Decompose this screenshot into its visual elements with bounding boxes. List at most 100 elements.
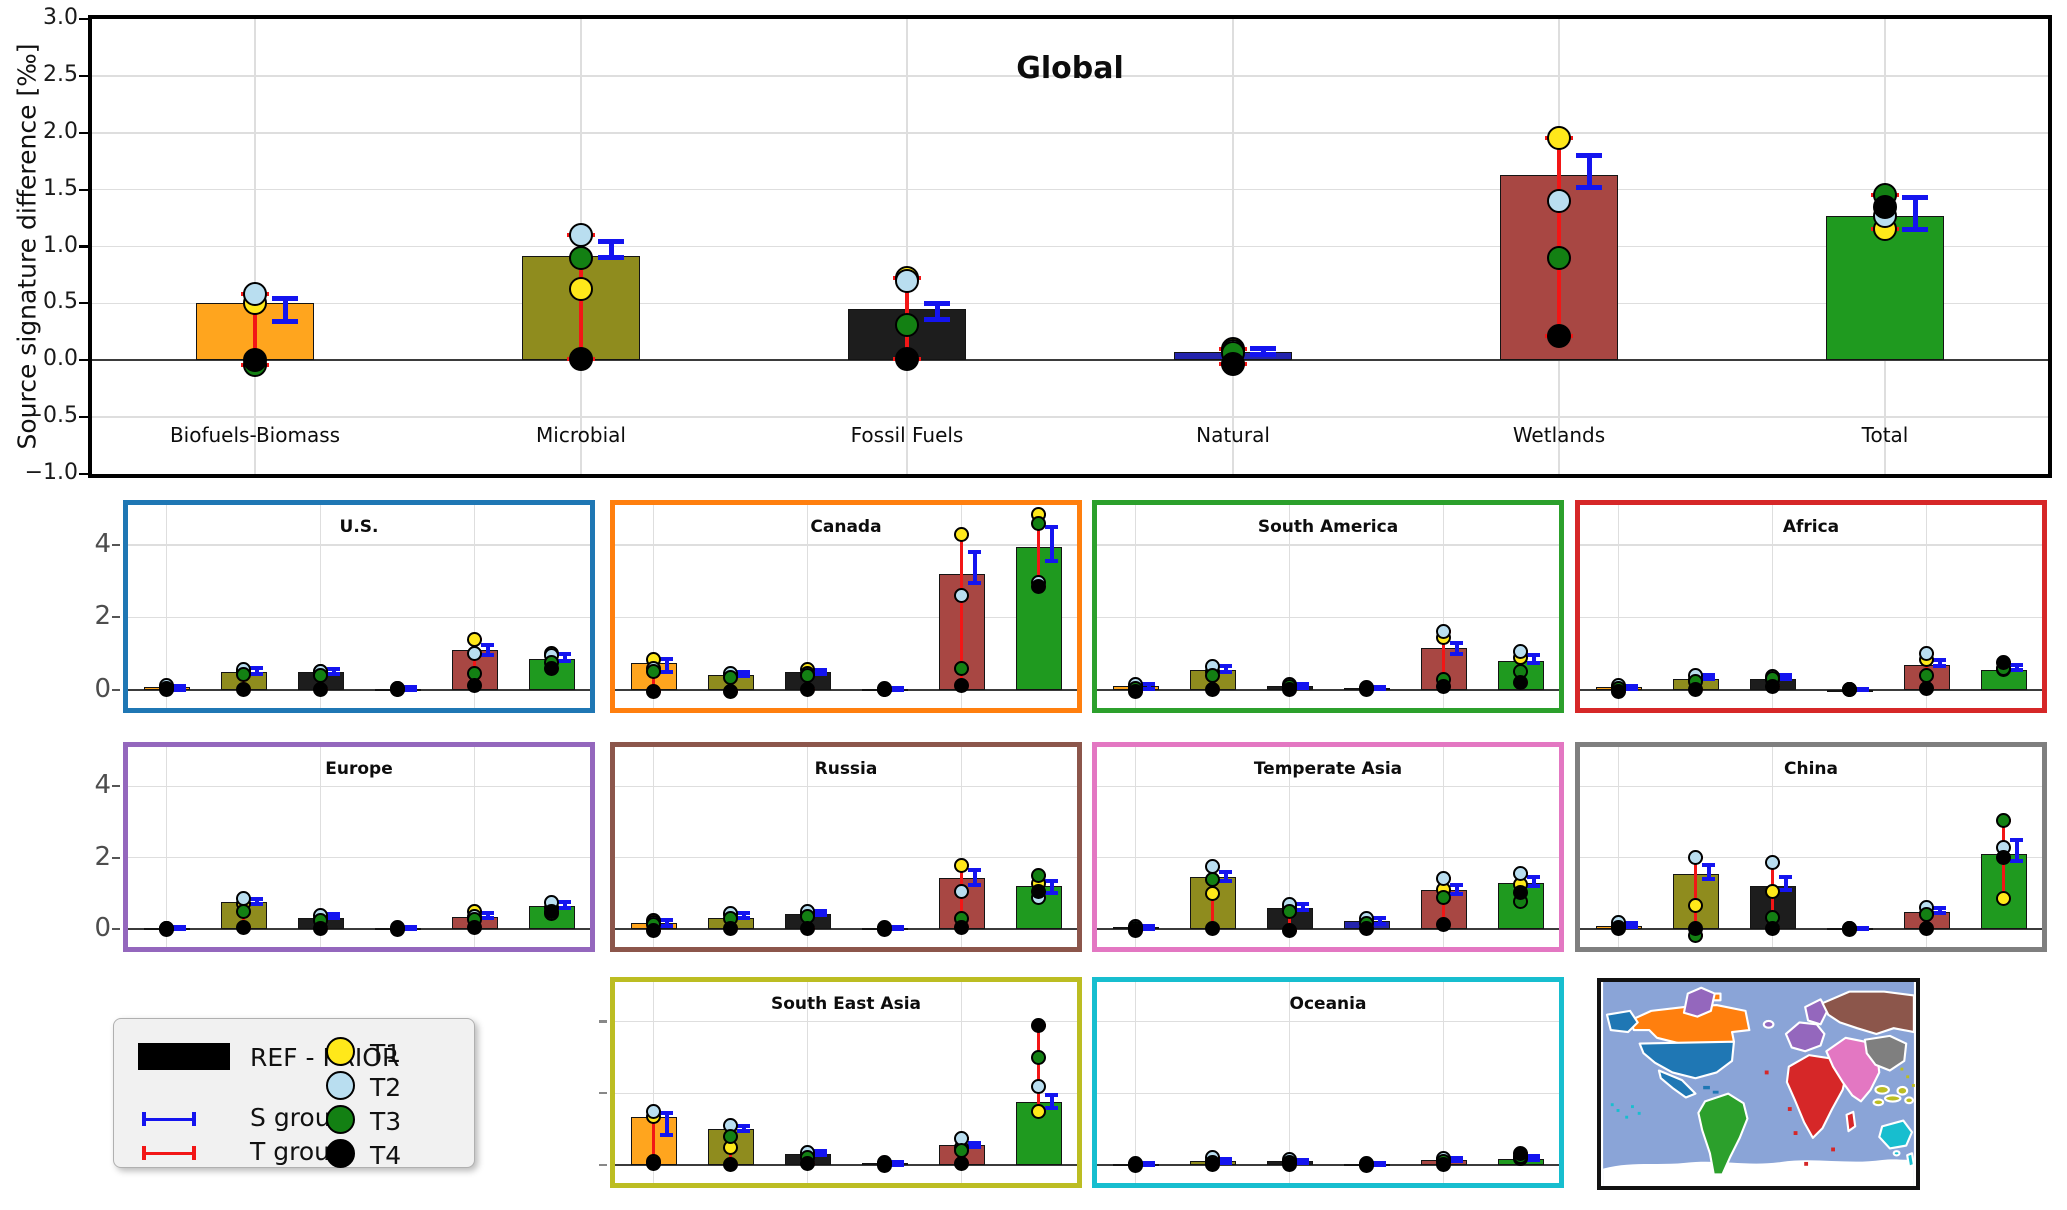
marker-t4 [1436,1156,1451,1172]
marker-t2 [1919,646,1934,662]
map-region-south-america [1697,1092,1749,1176]
marker-t4 [1765,921,1780,937]
panel-title: Global [1016,51,1124,86]
zero-line [615,688,1077,692]
marker-t3 [723,669,738,685]
s-group-errorbar [2014,839,2019,862]
s-group-errorbar-cap [1576,184,1602,190]
marker-t2 [1436,624,1451,640]
marker-t4 [723,921,738,937]
s-group-errorbar-cap [1779,875,1792,880]
zero-line [128,927,590,931]
s-group-errorbar-cap [891,1163,904,1168]
gridline-vertical [1442,505,1445,708]
s-group-errorbar-cap [1702,677,1715,681]
marker-t3 [236,667,251,683]
s-group-errorbar-cap [968,1140,981,1145]
gridline-vertical [1288,747,1291,947]
marker-t2 [1031,1078,1046,1094]
panel-africa: Africa [1575,500,2047,713]
gridline-horizontal [1097,785,1559,788]
panel-temperate-asia: Temperate Asia [1092,742,1564,952]
s-group-errorbar [1629,922,1634,928]
s-group-errorbar-cap [660,923,673,928]
marker-t4 [1513,675,1528,691]
gridline-horizontal [1580,785,2042,788]
marker-t4 [159,682,174,697]
s-group-errorbar-cap [1902,226,1928,232]
s-group-errorbar-cap [737,1123,750,1128]
s-group-errorbar [972,870,977,885]
s-group-errorbar-cap [968,882,981,887]
s-group-errorbar [1454,884,1459,895]
s-group-errorbar-cap [1527,875,1540,880]
marker-t1 [1688,898,1703,914]
world-map [1597,978,1920,1190]
s-group-errorbar-cap [968,580,981,585]
s-group-errorbar-cap [737,916,750,921]
gridline-horizontal [92,188,2048,191]
gridline-vertical [806,505,809,708]
gridline-vertical [652,982,655,1183]
gridline-horizontal [1097,856,1559,859]
zero-line [1097,927,1559,931]
gridline-horizontal [615,856,1077,859]
panel-title: South America [1257,517,1399,537]
s-group-errorbar-cap [1373,916,1386,921]
global-ytick-mark [79,302,88,305]
marker-t4 [1611,921,1626,937]
s-group-errorbar [331,668,336,674]
legend-t3-label: T3 [370,1107,402,1136]
s-group-errorbar-cap [1933,664,1946,669]
s-group-errorbar-cap [1219,1161,1232,1166]
s-group-errorbar-cap [173,683,186,688]
category-label: Biofuels-Biomass [169,422,341,447]
s-group-errorbar [282,298,288,322]
s-group-errorbar-cap [1625,687,1638,692]
region-ytick-mark [112,616,120,619]
gridline-vertical [1617,747,1620,947]
region-ytick-label: 2 [94,601,111,632]
gridline-vertical [1442,982,1445,1183]
s-group-errorbar [254,668,259,674]
s-group-errorbar [485,644,490,656]
s-group-errorbar [1586,155,1592,188]
s-group-errorbar [562,902,567,908]
panel-title: South East Asia [771,994,921,1014]
marker-t4 [1547,324,1571,349]
marker-t1 [1031,1103,1046,1119]
gridline-horizontal [1097,544,1559,546]
marker-t2 [1513,866,1528,882]
s-group-errorbar-cap [1576,153,1602,158]
legend-t3-marker-icon [326,1105,355,1134]
category-label: Microbial [536,422,626,447]
s-group-errorbar [664,659,669,672]
marker-t1 [1205,885,1220,901]
marker-t1 [954,858,969,874]
s-group-errorbar-cap [1527,660,1540,665]
marker-t4 [1873,194,1897,219]
s-group-errorbar [254,898,259,905]
s-group-errorbar-cap [891,927,904,932]
s-group-errorbar-cap [1296,907,1309,912]
s-group-errorbar-cap [1856,687,1869,692]
s-group-errorbar [818,910,823,915]
s-group-errorbar-cap [481,653,494,658]
s-group-errorbar-cap [558,900,571,905]
s-group-errorbar [741,913,746,919]
gridline-horizontal [1580,544,2042,546]
legend-s-group-errorbar-icon [142,1111,196,1127]
gridline-vertical [652,747,655,947]
panel-south-america: South America [1092,500,1564,713]
marker-t3 [313,667,328,683]
gridline-horizontal [92,416,2048,418]
marker-t4 [569,347,593,372]
gridline-horizontal [128,856,590,859]
region-ytick-mark [112,928,120,931]
s-group-errorbar-cap [2010,837,2023,842]
marker-t4 [1765,678,1780,694]
marker-t4 [800,1155,815,1171]
marker-t4 [1221,351,1245,376]
marker-t3 [1282,903,1297,919]
